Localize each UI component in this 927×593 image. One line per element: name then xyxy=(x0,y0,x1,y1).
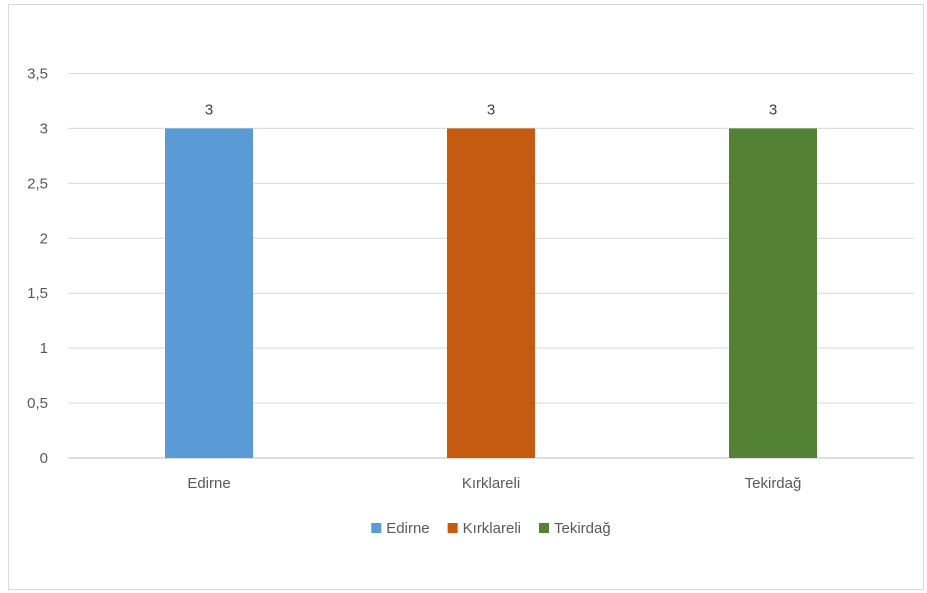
legend-label: Tekirdağ xyxy=(554,520,611,537)
y-tick-label: 2,5 xyxy=(27,175,48,192)
legend-label: Kırklareli xyxy=(463,520,521,537)
y-tick-label: 2 xyxy=(40,230,48,247)
bars xyxy=(165,128,817,458)
legend-label: Edirne xyxy=(386,520,429,537)
y-tick-label: 1 xyxy=(40,340,48,357)
y-tick-label: 1,5 xyxy=(27,285,48,302)
data-label: 3 xyxy=(769,101,777,118)
legend: Edirne Kırklareli Tekirdağ xyxy=(371,520,611,537)
data-label: 3 xyxy=(205,101,213,118)
x-category-label: Tekirdağ xyxy=(745,475,802,492)
data-label: 3 xyxy=(487,101,495,118)
x-category-label: Edirne xyxy=(187,475,230,492)
legend-swatch xyxy=(371,523,382,533)
y-axis-tick-labels: 0 0,5 1 1,5 2 2,5 3 3,5 xyxy=(27,66,48,468)
y-tick-label: 0,5 xyxy=(27,395,48,412)
bar xyxy=(165,128,253,458)
y-tick-label: 0 xyxy=(40,450,48,467)
legend-swatch xyxy=(539,523,550,533)
bar xyxy=(447,128,535,458)
bar xyxy=(729,128,817,458)
x-category-label: Kırklareli xyxy=(462,475,520,492)
x-axis-category-labels: Edirne Kırklareli Tekirdağ xyxy=(187,475,801,492)
y-tick-label: 3 xyxy=(40,120,48,137)
data-labels: 3 3 3 xyxy=(205,101,777,118)
y-tick-label: 3,5 xyxy=(27,66,48,83)
legend-swatch xyxy=(447,523,458,533)
